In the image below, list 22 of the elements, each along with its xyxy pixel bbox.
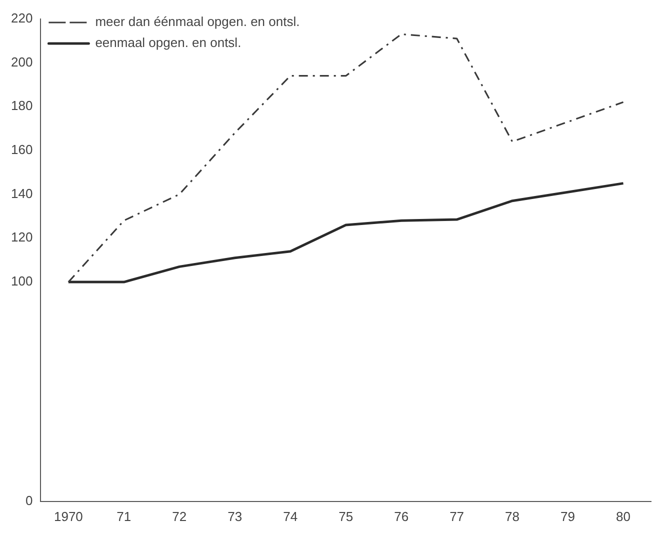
y-tick-label: 160 — [10, 142, 33, 157]
x-tick-label: 1970 — [54, 508, 83, 524]
x-tick-label: 73 — [228, 508, 242, 524]
x-tick-label: 77 — [450, 508, 464, 524]
legend-label: meer dan éénmaal opgen. en ontsl. — [95, 14, 300, 30]
y-tick-label: 0 — [25, 492, 33, 508]
y-tick-label: 220 — [10, 10, 33, 26]
x-tick-label: 74 — [283, 508, 298, 524]
x-tick-label: 71 — [116, 508, 132, 524]
x-tick-label: 79 — [560, 508, 576, 524]
x-tick-label: 80 — [616, 508, 630, 524]
line-series — [68, 33, 624, 283]
y-tick-label: 200 — [10, 54, 33, 70]
x-tick-label: 78 — [505, 508, 520, 524]
x-tick-label: 72 — [172, 508, 187, 524]
x-tick-label: 76 — [394, 508, 409, 524]
legend-label: eenmaal opgen. en ontsl. — [95, 35, 242, 50]
y-tick-label: 180 — [10, 98, 33, 114]
y-tick-label: 120 — [10, 230, 33, 245]
x-tick-label: 75 — [338, 508, 354, 524]
y-tick-label: 100 — [10, 274, 33, 289]
y-tick-label: 140 — [10, 186, 33, 201]
